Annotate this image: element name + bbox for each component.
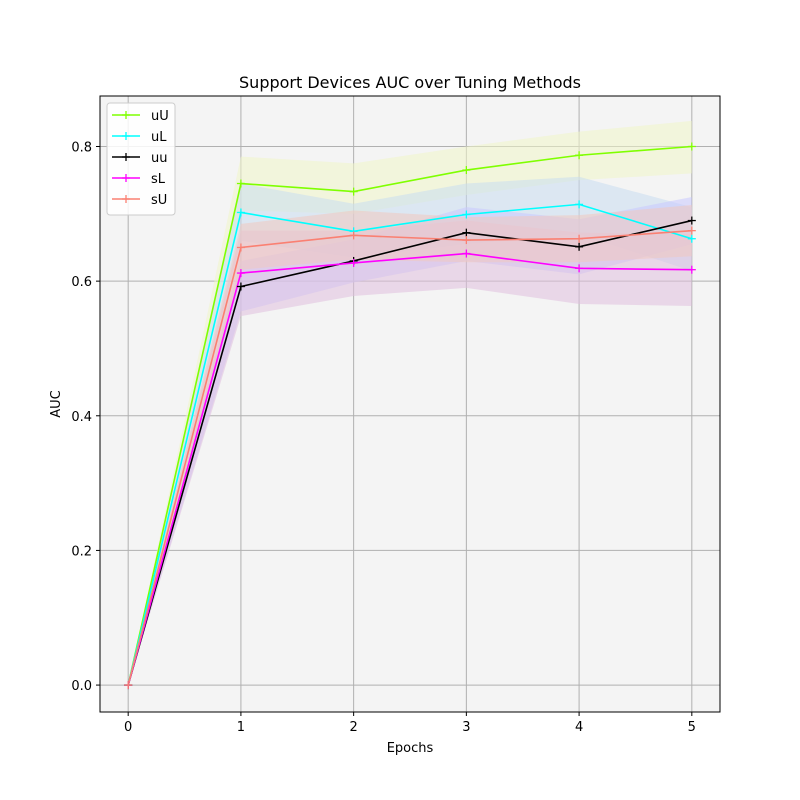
line-sU [127, 229, 692, 686]
x-tick-label: 0 [124, 720, 132, 735]
y-axis-label: AUC [49, 390, 64, 418]
point-uU [349, 187, 358, 196]
x-tick-label: 1 [237, 720, 245, 735]
line-sL [127, 252, 692, 686]
point-sL [687, 265, 696, 274]
line-uU [127, 145, 692, 686]
legend-item-sU: sU [112, 193, 167, 208]
legend: uU uL uu sL sU [106, 102, 176, 216]
legend-item-uL: uL [112, 130, 167, 145]
point-sL [575, 264, 584, 273]
point-sL [462, 249, 471, 258]
point-sU [349, 231, 358, 240]
line-uL [127, 203, 693, 686]
x-tick-label: 2 [349, 720, 357, 735]
y-tick-label: 0.8 [71, 140, 92, 155]
point-uU [462, 166, 471, 175]
point-sU [462, 236, 471, 245]
point-sL [349, 258, 358, 267]
legend-label: uu [151, 151, 167, 166]
x-tick-label: 3 [462, 720, 470, 735]
confidence-bands [128, 120, 692, 686]
point-uL [687, 234, 696, 243]
legend-label: uL [151, 130, 167, 145]
point-uU [687, 142, 696, 151]
band-sL [128, 220, 692, 686]
point-uu [575, 242, 584, 251]
chart-title: Support Devices AUC over Tuning Methods [239, 73, 581, 92]
point-uu [462, 228, 471, 237]
point-uL [236, 208, 245, 217]
point-uu [687, 216, 696, 225]
series-markers [124, 142, 696, 690]
y-tick-label: 0.2 [71, 544, 92, 559]
point-sU [236, 243, 245, 252]
x-axis-label: Epochs [387, 741, 434, 756]
x-tick-label: 5 [688, 720, 696, 735]
legend-item-sL: sL [112, 172, 166, 187]
point-sU [124, 681, 133, 690]
y-tick-label: 0.0 [71, 679, 92, 694]
point-uL [462, 210, 471, 219]
x-tick-label: 4 [575, 720, 583, 735]
legend-item-uu: uu [112, 151, 167, 166]
series-lines [127, 145, 693, 686]
point-sL [236, 269, 245, 278]
legend-label: sU [151, 193, 167, 208]
point-sU [575, 234, 584, 243]
point-uU [575, 151, 584, 160]
legend-item-uU: uU [112, 109, 169, 124]
band-sU [128, 205, 692, 686]
legend-box [106, 102, 176, 216]
legend-label: sL [151, 172, 166, 187]
point-sU [687, 226, 696, 235]
y-axis-ticks: 0.0 0.2 0.4 0.6 0.8 [71, 140, 100, 694]
y-tick-label: 0.4 [71, 410, 92, 425]
y-tick-label: 0.6 [71, 275, 92, 290]
point-uL [575, 200, 584, 209]
point-uU [236, 179, 245, 188]
legend-label: uU [151, 109, 169, 124]
line-uu [127, 219, 692, 686]
point-uu [236, 282, 245, 291]
plot-frame [99, 95, 721, 713]
x-axis-ticks: 0 1 2 3 4 5 [124, 712, 696, 735]
